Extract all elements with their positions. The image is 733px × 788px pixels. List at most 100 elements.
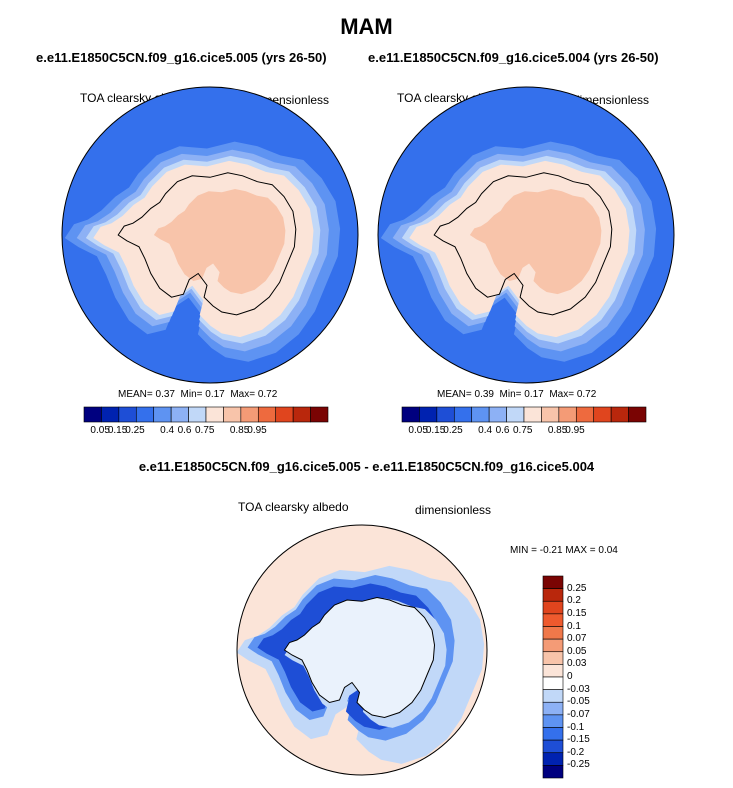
panel2-albedo-map	[377, 86, 675, 384]
panel3-colorbar-tick-label: 0.25	[567, 582, 587, 594]
panel3-colorbar-swatch	[542, 638, 564, 653]
panel3-colorbar-swatch	[542, 727, 564, 741]
panel3-difference-map	[236, 524, 488, 776]
panel3-colorbar-tick-label: 0.07	[567, 633, 587, 645]
panel3-colorbar-tick-label: 0.05	[567, 645, 587, 657]
panel3-colorbar-swatch	[542, 588, 564, 602]
panel3-colorbar-swatch	[542, 714, 564, 728]
panel2-map-field	[378, 87, 674, 383]
panel1-max-label: Max=	[230, 389, 256, 400]
panel3-colorbar-swatch	[542, 664, 564, 678]
difference-title: e.e11.E1850C5CN.f09_g16.cice5.005 - e.e1…	[138, 459, 595, 474]
panel1-colorbar-tick-label: 0.05	[90, 425, 110, 436]
panel2-mean-value: 0.39	[474, 389, 494, 400]
panel3-min-label: MIN =	[510, 545, 537, 556]
panel2-colorbar-swatch	[628, 406, 647, 423]
panel2-colorbar-swatch	[488, 406, 507, 423]
panel1-coastline	[117, 172, 297, 316]
panel2-colorbar-tick-label: 0.95	[565, 425, 585, 436]
panel1-colorbar-swatch	[170, 406, 189, 423]
panel2-colorbar-swatch	[558, 406, 577, 423]
panel2-colorbar-swatch	[506, 406, 525, 423]
panel3-colorbar-swatch	[542, 689, 564, 703]
panel3-colorbar-tick-label: -0.15	[567, 734, 590, 746]
panel3-max-value: 0.04	[598, 545, 618, 556]
panel2-max-label: Max=	[549, 389, 575, 400]
panel1-colorbar-swatch	[135, 406, 155, 423]
panel3-colorbar-tick-label: -0.07	[567, 708, 590, 720]
panel1-colorbar-tick-label: 0.25	[125, 425, 145, 436]
panel1-colorbar-swatch	[101, 406, 120, 423]
panel3-units-label: dimensionless	[415, 503, 492, 517]
panel1-colorbar-swatch	[83, 406, 102, 423]
panel1-colorbar-swatch	[240, 406, 259, 423]
panel3-colorbar-tick-label: -0.25	[567, 759, 590, 771]
panel2-min-value: 0.17	[524, 389, 544, 400]
panel1-albedo-map	[61, 86, 359, 384]
page-title: MAM	[340, 14, 393, 39]
panel2-colorbar-tick-label: 0.05	[408, 425, 428, 436]
panel2-colorbar-swatch	[610, 406, 629, 423]
panel1-colorbar-swatch	[118, 406, 137, 423]
panel3-colorbar-tick-label: 0.15	[567, 607, 587, 619]
panel2-colorbar-tick-label: 0.25	[443, 425, 463, 436]
panel3-colorbar-swatch	[542, 626, 564, 640]
panel2-colorbar-swatch	[523, 406, 542, 423]
panel2-colorbar-tick-label: 0.4	[478, 425, 493, 436]
panel3-colorbar-swatch	[542, 600, 564, 615]
panel3-colorbar-tick-label: -0.2	[567, 746, 585, 758]
panel3-colorbar-swatch	[542, 752, 564, 766]
panel2-mean-label: MEAN=	[437, 389, 472, 400]
panel3-colorbar-tick-label: 0.03	[567, 658, 587, 670]
panel2-colorbar-swatch	[593, 406, 612, 423]
panel1-map-field	[62, 87, 358, 383]
panel1-min-value: 0.17	[205, 389, 225, 400]
panel3-colorbar-tick-label: -0.05	[567, 696, 590, 708]
panel3-colorbar-swatch	[542, 739, 564, 754]
panel2-max-value: 0.72	[576, 389, 597, 400]
right-case-title: e.e11.E1850C5CN.f09_g16.cice5.004 (yrs 2…	[368, 50, 659, 65]
panel1-colorbar-tick-label: 0.4	[160, 425, 175, 436]
panel3-colorbar-tick-label: -0.03	[567, 683, 590, 695]
panel3-colorbar-tick-label: -0.1	[567, 721, 585, 733]
panel2-colorbar-swatch	[575, 406, 595, 423]
panel1-colorbar-swatch	[292, 406, 311, 423]
panel2-stats: MEAN= 0.39 Min= 0.17 Max= 0.72	[437, 389, 596, 400]
panel2-east-plateau	[469, 189, 602, 295]
panel2-colorbar-swatch	[541, 406, 560, 423]
panel3-colorbar-swatch	[542, 613, 564, 627]
panel1-mean-value: 0.37	[155, 389, 175, 400]
panel1-east-plateau	[153, 189, 286, 295]
panel1-colorbar-swatch	[153, 406, 172, 423]
panel3-map-field	[237, 525, 487, 775]
panel1-colorbar-tick-label: 0.15	[107, 425, 128, 436]
panel3-map-border	[236, 524, 488, 776]
panel3-coastline	[283, 596, 436, 719]
panel2-colorbar-swatch	[471, 406, 490, 423]
colorbars	[83, 406, 647, 779]
panel1-stats: MEAN= 0.37 Min= 0.17 Max= 0.72	[118, 389, 277, 400]
panel3-colorbar-tick-label: 0.1	[567, 620, 581, 632]
panel3-variable-label: TOA clearsky albedo	[238, 500, 349, 514]
panel1-colorbar-swatch	[223, 406, 242, 423]
panel2-colorbar-tick-label: 0.75	[513, 425, 533, 436]
panel2-map-border	[377, 86, 675, 384]
panel1-mean-label: MEAN=	[118, 389, 153, 400]
panel3-max-label: MAX =	[565, 545, 596, 556]
panel1-colorbar-swatch	[310, 406, 329, 423]
panel2-coastline	[433, 172, 613, 316]
panel1-colorbar-tick-label: 0.75	[195, 425, 215, 436]
panel3-colorbar-tick-label: 0.2	[567, 595, 581, 607]
panel3-colorbar-swatch	[542, 575, 564, 589]
panel2-colorbar-tick-label: 0.15	[425, 425, 446, 436]
panel1-max-value: 0.72	[257, 389, 278, 400]
panel1-colorbar-tick-label: 0.6	[177, 425, 192, 436]
panel2-colorbar-tick-label: 0.6	[495, 425, 510, 436]
left-case-title: e.e11.E1850C5CN.f09_g16.cice5.005 (yrs 2…	[36, 50, 327, 65]
panel1-colorbar-tick-label: 0.85	[229, 425, 250, 436]
panel3-stats: MIN = -0.21 MAX = 0.04	[510, 545, 618, 556]
panel3-continent	[284, 597, 435, 718]
panel3-colorbar-swatch	[542, 676, 564, 690]
panel2-colorbar-tick-label: 0.85	[547, 425, 568, 436]
